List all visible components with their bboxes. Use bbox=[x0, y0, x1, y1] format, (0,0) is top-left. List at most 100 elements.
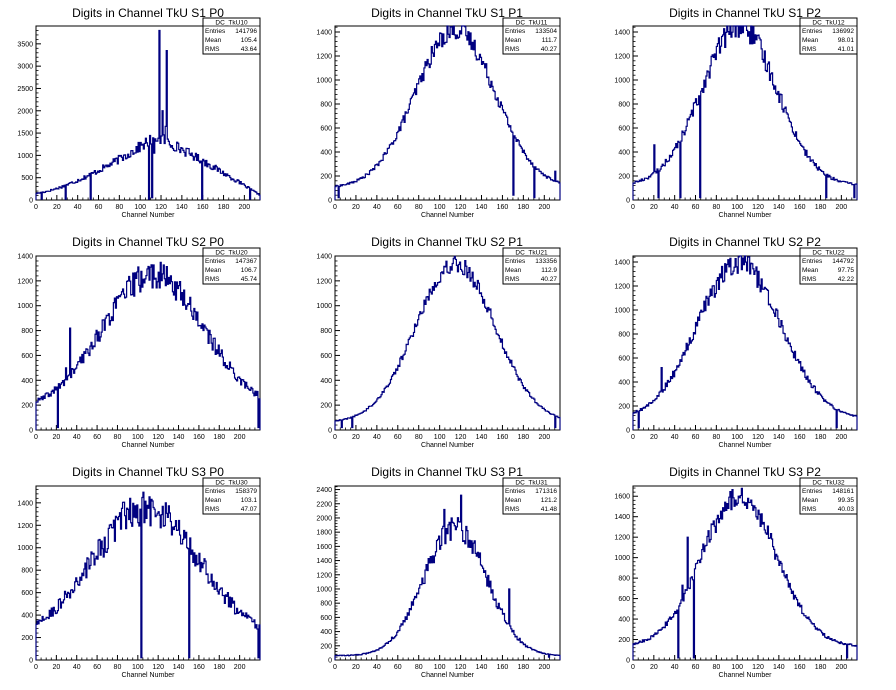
x-tick-label: 60 bbox=[692, 664, 700, 671]
x-tick-label: 160 bbox=[497, 434, 509, 441]
x-tick-label: 100 bbox=[731, 664, 743, 671]
y-tick-label: 500 bbox=[21, 175, 33, 182]
x-tick-label: 120 bbox=[752, 434, 764, 441]
stats-row-value: 147367 bbox=[235, 258, 257, 265]
x-tick-label: 0 bbox=[631, 664, 635, 671]
y-tick-label: 400 bbox=[618, 380, 630, 387]
x-tick-label: 180 bbox=[815, 664, 827, 671]
x-axis-label: Channel Number bbox=[719, 212, 773, 219]
stats-row-value: 144792 bbox=[832, 258, 854, 265]
x-tick-label: 200 bbox=[239, 204, 251, 211]
y-tick-label: 1200 bbox=[316, 572, 332, 579]
x-tick-label: 60 bbox=[692, 434, 700, 441]
histogram-line bbox=[35, 261, 261, 430]
y-tick-label: 1400 bbox=[17, 500, 33, 507]
y-tick-label: 1500 bbox=[17, 131, 33, 138]
stats-box-frame bbox=[799, 247, 858, 285]
x-tick-label: 140 bbox=[773, 434, 785, 441]
y-tick-label: 400 bbox=[320, 150, 332, 157]
x-tick-label: 140 bbox=[176, 204, 188, 211]
x-axis-label: Channel Number bbox=[421, 442, 475, 449]
histogram-line bbox=[632, 25, 858, 200]
y-tick-label: 800 bbox=[320, 601, 332, 608]
y-tick-label: 1000 bbox=[316, 303, 332, 310]
stats-row-label: Entries bbox=[205, 258, 226, 265]
x-axis-label: Channel Number bbox=[122, 212, 176, 219]
y-tick-label: 0 bbox=[626, 428, 630, 435]
x-tick-label: 80 bbox=[415, 664, 423, 671]
x-tick-label: 180 bbox=[213, 434, 225, 441]
x-tick-label: 40 bbox=[73, 434, 81, 441]
chart-title: Digits in Channel TkU S1 P2 bbox=[669, 6, 821, 20]
stats-box-name: DC_TkU11 bbox=[516, 20, 548, 27]
chart-title: Digits in Channel TkU S3 P2 bbox=[669, 465, 821, 479]
x-tick-label: 40 bbox=[671, 434, 679, 441]
stats-row-label: Mean bbox=[505, 497, 522, 504]
y-tick-label: 0 bbox=[328, 658, 332, 665]
x-tick-label: 180 bbox=[518, 664, 530, 671]
y-tick-label: 200 bbox=[618, 174, 630, 181]
y-tick-label: 1000 bbox=[614, 308, 630, 315]
stats-box-frame bbox=[502, 477, 561, 515]
x-tick-label: 0 bbox=[34, 664, 38, 671]
x-axis-label: Channel Number bbox=[122, 442, 176, 449]
histogram-line bbox=[334, 25, 561, 200]
x-tick-label: 60 bbox=[394, 664, 402, 671]
y-tick-label: 2500 bbox=[17, 86, 33, 93]
x-tick-label: 20 bbox=[352, 664, 360, 671]
x-tick-label: 160 bbox=[197, 204, 209, 211]
x-tick-label: 160 bbox=[497, 664, 509, 671]
y-tick-label: 400 bbox=[320, 629, 332, 636]
histogram-panel: Digits in Channel TkU S1 P10200400600800… bbox=[316, 6, 561, 219]
x-tick-label: 20 bbox=[650, 664, 658, 671]
x-tick-label: 200 bbox=[836, 664, 848, 671]
stats-row-value: 112.9 bbox=[541, 267, 557, 274]
histogram-panel: Digits in Channel TkU S2 P10200400600800… bbox=[316, 235, 561, 449]
stats-row-value: 105.4 bbox=[241, 37, 258, 44]
x-tick-label: 160 bbox=[193, 434, 205, 441]
x-tick-label: 0 bbox=[34, 204, 38, 211]
histogram-line bbox=[35, 29, 261, 200]
x-tick-label: 40 bbox=[74, 204, 82, 211]
y-tick-label: 1000 bbox=[17, 303, 33, 310]
chart-title: Digits in Channel TkU S2 P2 bbox=[669, 235, 821, 249]
x-tick-label: 160 bbox=[497, 204, 509, 211]
y-tick-label: 1400 bbox=[614, 514, 630, 521]
y-tick-label: 2000 bbox=[316, 515, 332, 522]
y-tick-label: 800 bbox=[21, 568, 33, 575]
x-tick-label: 60 bbox=[394, 204, 402, 211]
x-tick-label: 120 bbox=[752, 664, 764, 671]
histogram-line bbox=[334, 255, 561, 430]
x-tick-label: 200 bbox=[538, 664, 550, 671]
y-tick-label: 200 bbox=[320, 643, 332, 650]
y-tick-label: 800 bbox=[618, 102, 630, 109]
stats-row-value: 103.1 bbox=[241, 497, 258, 504]
x-tick-label: 180 bbox=[218, 204, 230, 211]
x-tick-label: 80 bbox=[114, 664, 122, 671]
x-tick-label: 160 bbox=[193, 664, 205, 671]
plot-frame bbox=[35, 25, 261, 201]
y-tick-label: 400 bbox=[320, 378, 332, 385]
y-tick-label: 1400 bbox=[614, 30, 630, 37]
stats-row-label: Entries bbox=[505, 28, 526, 35]
chart-title: Digits in Channel TkU S1 P0 bbox=[72, 6, 224, 20]
stats-box-name: DC_TkU21 bbox=[515, 250, 548, 257]
x-tick-label: 180 bbox=[815, 204, 827, 211]
x-tick-label: 40 bbox=[671, 204, 679, 211]
x-axis-label: Channel Number bbox=[122, 672, 176, 679]
x-tick-label: 160 bbox=[794, 204, 806, 211]
x-tick-label: 20 bbox=[650, 434, 658, 441]
stats-box-name: DC_TkU10 bbox=[215, 20, 248, 27]
y-tick-label: 1000 bbox=[316, 78, 332, 85]
chart-title: Digits in Channel TkU S2 P0 bbox=[72, 235, 224, 249]
x-tick-label: 80 bbox=[415, 204, 423, 211]
y-tick-label: 400 bbox=[21, 613, 33, 620]
x-tick-label: 100 bbox=[731, 204, 743, 211]
x-tick-label: 0 bbox=[333, 204, 337, 211]
y-tick-label: 2400 bbox=[316, 487, 332, 494]
x-tick-label: 80 bbox=[115, 204, 123, 211]
histogram-panel: Digits in Channel TkU S2 P00200400600800… bbox=[17, 235, 261, 449]
y-tick-label: 200 bbox=[21, 403, 33, 410]
